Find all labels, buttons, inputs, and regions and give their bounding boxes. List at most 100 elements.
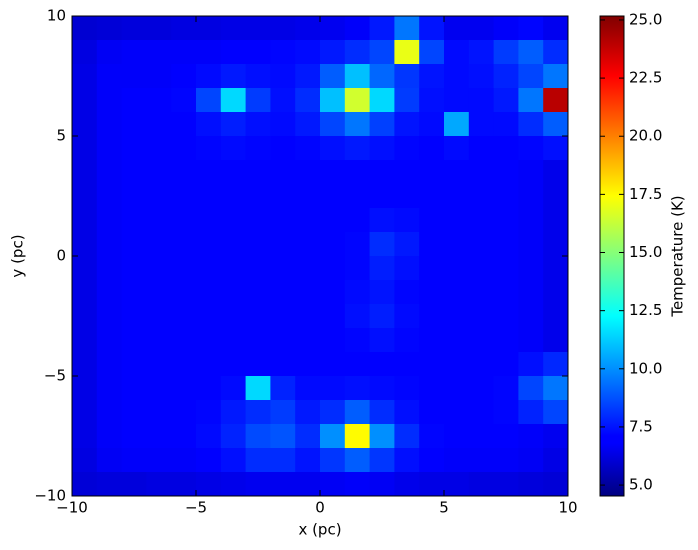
heatmap-cell [245,472,271,497]
heatmap-cell [419,448,445,473]
heatmap-cell [121,160,147,185]
heatmap-cell [96,40,123,65]
heatmap-cell [518,376,544,401]
heatmap-cell [146,304,172,329]
heatmap-cell [72,376,98,401]
heatmap-cell [196,328,222,353]
heatmap-cell [196,424,222,449]
heatmap-cell [344,280,371,305]
heatmap-cell [518,304,544,329]
heatmap-cell [493,184,519,209]
heatmap-cell [121,256,147,281]
heatmap-cell [344,304,371,329]
heatmap-cell [245,400,271,425]
heatmap-cell [72,328,98,353]
heatmap-cell [344,448,371,473]
heatmap-cell [171,448,197,473]
heatmap-cell [419,304,445,329]
heatmap-cell [121,40,147,65]
heatmap-cell [543,304,569,329]
heatmap-cell [468,256,495,281]
heatmap-cell [196,256,222,281]
heatmap-cell [171,64,197,89]
heatmap-cell [171,88,197,113]
heatmap-cell [419,352,445,377]
heatmap-cell [295,208,321,233]
heatmap-cell [245,448,271,473]
heatmap-cell [419,136,445,161]
heatmap-cell [468,184,495,209]
heatmap-cell [320,424,346,449]
heatmap-cell [369,40,395,65]
heatmap-cell [369,280,395,305]
heatmap-cell [171,304,197,329]
heatmap-cell [493,232,519,257]
heatmap-cell [518,472,544,497]
heatmap-cell [369,328,395,353]
heatmap-cell [369,424,395,449]
heatmap-cell [72,304,98,329]
heatmap-cell [121,304,147,329]
heatmap-cell [220,136,247,161]
heatmap-cell [270,280,296,305]
heatmap-cell [196,16,222,41]
heatmap-cell [468,280,495,305]
heatmap-cell [518,112,544,137]
heatmap-cell [220,112,247,137]
heatmap-cell [121,352,147,377]
heatmap-cell [121,472,147,497]
heatmap-cell [295,448,321,473]
heatmap-cell [72,400,98,425]
heatmap-cell [295,112,321,137]
heatmap-cell [295,424,321,449]
heatmap-cell [369,376,395,401]
heatmap-cell [394,304,420,329]
heatmap-cell [468,400,495,425]
heatmap-cell [146,376,172,401]
heatmap-cell [96,400,123,425]
heatmap-cell [468,112,495,137]
heatmap-cell [245,160,271,185]
heatmap-cell [196,232,222,257]
heatmap-cell [344,40,371,65]
heatmap-cell [369,136,395,161]
heatmap-cell [468,424,495,449]
heatmap-cell [72,160,98,185]
heatmap-cell [320,136,346,161]
heatmap-cell [220,448,247,473]
heatmap-cell [295,472,321,497]
heatmap-cell [444,424,470,449]
heatmap-cell [295,256,321,281]
heatmap-cell [419,400,445,425]
colorbar-tick-label: 22.5 [629,69,662,87]
heatmap-cell [171,256,197,281]
heatmap-cell [444,136,470,161]
heatmap-cell [196,376,222,401]
heatmap-cell [146,424,172,449]
heatmap-cell [121,136,147,161]
heatmap-cell [96,256,123,281]
heatmap-cell [171,160,197,185]
heatmap-cell [270,352,296,377]
heatmap-cell [171,40,197,65]
heatmap-cell [270,400,296,425]
heatmap-cell [369,256,395,281]
heatmap-cell [146,280,172,305]
heatmap-cell [220,352,247,377]
heatmap-cell [444,64,470,89]
heatmap-cell [543,448,569,473]
heatmap-cell [444,256,470,281]
heatmap-cell [196,304,222,329]
heatmap-cell [444,328,470,353]
heatmap-cell [121,232,147,257]
heatmap-cell [220,328,247,353]
heatmap-cell [270,64,296,89]
heatmap-cell [369,160,395,185]
y-tick-label: 10 [47,7,66,25]
heatmap-cell [419,88,445,113]
heatmap-cell [419,16,445,41]
heatmap-cell [72,352,98,377]
heatmap-cell [493,400,519,425]
y-tick-label: 5 [56,127,66,145]
